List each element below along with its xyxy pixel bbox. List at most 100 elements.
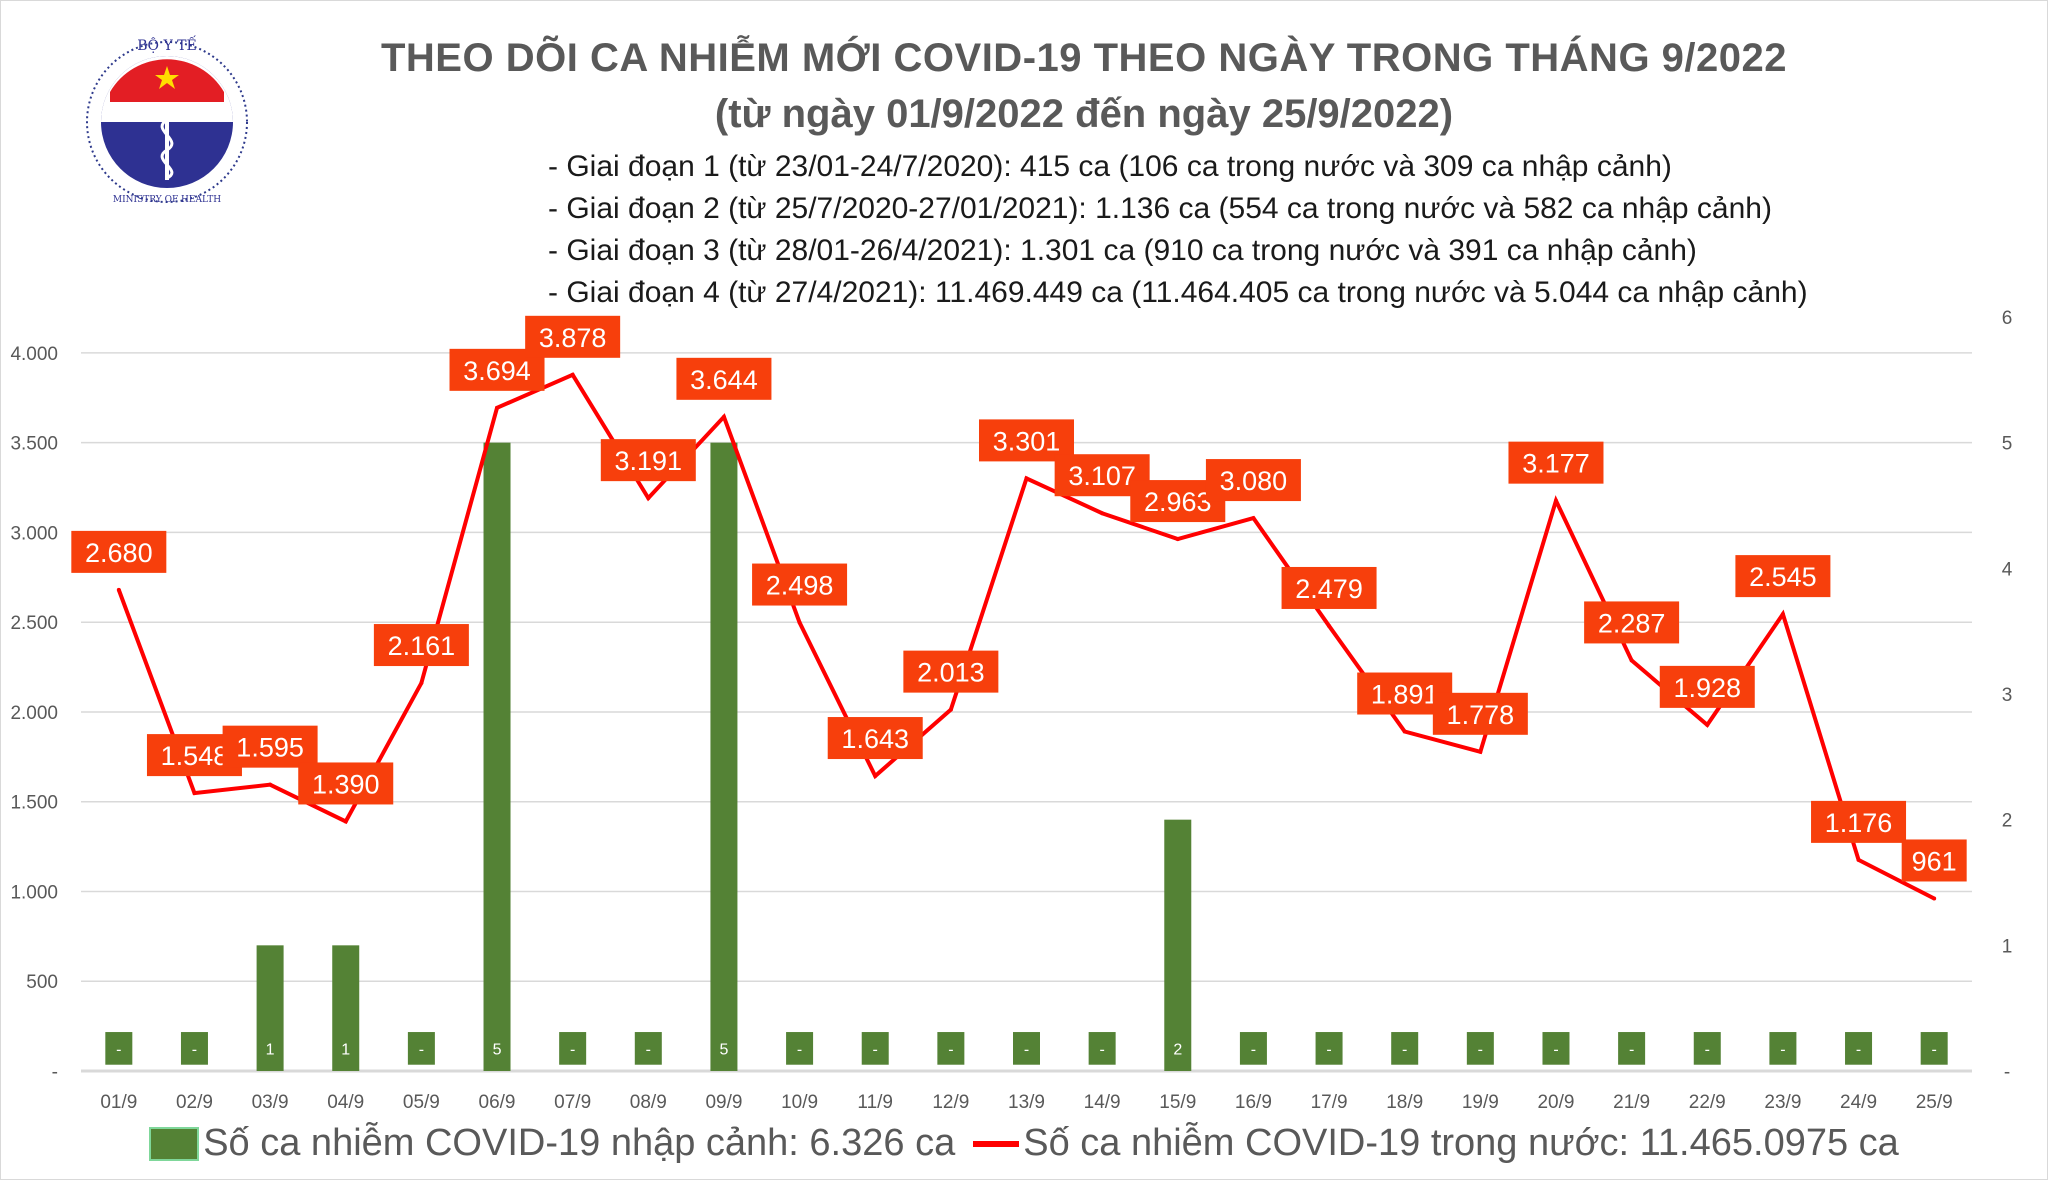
bar (634, 1032, 662, 1065)
phase-1-text: - Giai đoạn 1 (từ 23/01-24/7/2020): 415 … (548, 150, 1672, 183)
line-data-label: 3.878 (539, 323, 607, 353)
line-point (1856, 857, 1861, 862)
bar (483, 442, 511, 1072)
line-data-label: 2.287 (1598, 608, 1666, 638)
x-tick-label: 05/9 (403, 1092, 440, 1113)
x-tick-label: 14/9 (1084, 1092, 1121, 1113)
x-tick-label: 15/9 (1159, 1092, 1196, 1113)
line-data-label-box (525, 315, 621, 358)
line-data-label: 1.928 (1673, 673, 1741, 703)
legend-label-domestic: Số ca nhiễm COVID-19 trong nước: 11.465.… (1023, 1122, 1899, 1164)
line-point (116, 587, 121, 592)
bar (1164, 819, 1192, 1071)
phase-2-text: - Giai đoạn 2 (từ 25/7/2020-27/01/2021):… (548, 192, 1772, 225)
x-tick-label: 11/9 (857, 1092, 893, 1113)
bar (332, 945, 360, 1071)
line-point (1327, 623, 1332, 628)
right-tick-label: 6 (2002, 308, 2013, 329)
x-tick-label: 17/9 (1311, 1092, 1348, 1113)
line-data-label-box (752, 563, 848, 606)
right-tick-label: 5 (2002, 434, 2013, 455)
line-data-label: 3.644 (690, 365, 758, 395)
x-tick-label: 07/9 (554, 1092, 591, 1113)
bar (1088, 1032, 1116, 1065)
line-data-label-box (222, 725, 318, 768)
bar-data-label: - (1629, 1041, 1634, 1058)
line-point (343, 819, 348, 824)
svg-text:MINISTRY OF HEALTH: MINISTRY OF HEALTH (113, 195, 221, 205)
bar-data-label: 1 (341, 1041, 350, 1058)
line-point (1175, 537, 1180, 542)
bar (180, 1032, 208, 1065)
left-tick-label: - (52, 1062, 58, 1083)
legend-line-swatch (973, 1140, 1020, 1147)
x-tick-label: 10/9 (781, 1092, 818, 1113)
x-tick-label: 18/9 (1386, 1092, 1423, 1113)
x-tick-label: 12/9 (932, 1092, 969, 1113)
line-point (419, 681, 424, 686)
phase-3-text: - Giai đoạn 3 (từ 28/01-26/4/2021): 1.30… (548, 234, 1697, 267)
line-data-label: 1.643 (841, 724, 909, 754)
line-data-label: 2.479 (1295, 574, 1363, 604)
x-tick-label: 22/9 (1689, 1092, 1726, 1113)
bar (786, 1032, 814, 1065)
line-data-label-box (71, 530, 167, 573)
bar (1618, 1032, 1646, 1065)
phase-summary: - Giai đoạn 1 (từ 23/01-24/7/2020): 415 … (548, 146, 1808, 314)
bar-data-label: - (873, 1041, 878, 1058)
line-data-label-box (1659, 665, 1755, 708)
line-point (1251, 516, 1256, 521)
chart-title: THEO DÕI CA NHIỄM MỚI COVID-19 THEO NGÀY… (380, 36, 1788, 80)
bar (1769, 1032, 1797, 1065)
right-tick-label: 1 (2002, 936, 2013, 957)
line-point (1629, 658, 1634, 663)
line-data-label: 3.177 (1522, 449, 1590, 479)
bar-data-label: - (570, 1041, 575, 1058)
right-tick-label: 4 (2002, 559, 2013, 580)
line-data-label: 1.176 (1825, 808, 1893, 838)
line-point (570, 372, 575, 377)
bar (1391, 1032, 1419, 1065)
bar (861, 1032, 889, 1065)
line-data-label-box (1205, 459, 1301, 502)
svg-text:BỘ Y TẾ: BỘ Y TẾ (137, 34, 196, 54)
x-tick-label: 20/9 (1537, 1092, 1574, 1113)
line-point (192, 791, 197, 796)
legend-item-imported: Số ca nhiễm COVID-19 nhập cảnh: 6.326 ca (149, 1122, 955, 1165)
x-tick-label: 25/9 (1916, 1092, 1953, 1113)
left-tick-label: 2.000 (10, 703, 58, 724)
line-data-label: 1.778 (1447, 700, 1515, 730)
left-tick-label: 1.000 (10, 882, 58, 903)
bar-data-label: - (1099, 1041, 1104, 1058)
bar-data-label: 2 (1173, 1041, 1182, 1058)
x-tick-label: 13/9 (1008, 1092, 1045, 1113)
bar-data-label: - (419, 1041, 424, 1058)
legend-item-domestic: Số ca nhiễm COVID-19 trong nước: 11.465.… (973, 1122, 1899, 1165)
bar (105, 1032, 133, 1065)
right-tick-label: - (2004, 1062, 2010, 1083)
legend-bar-swatch (149, 1126, 200, 1161)
right-tick-label: 2 (2002, 811, 2013, 832)
x-tick-label: 09/9 (705, 1092, 742, 1113)
bar-data-label: - (192, 1041, 197, 1058)
line-data-label: 2.963 (1144, 487, 1212, 517)
line-point (1932, 896, 1937, 901)
line-point (1780, 612, 1785, 617)
right-tick-label: 3 (2002, 685, 2013, 706)
line-point (873, 774, 878, 779)
line-data-label-box (1584, 601, 1680, 644)
bar (710, 442, 738, 1072)
x-tick-label: 16/9 (1235, 1092, 1272, 1113)
line-data-label: 3.080 (1220, 466, 1288, 496)
x-tick-label: 19/9 (1462, 1092, 1499, 1113)
bar (256, 945, 284, 1071)
line-data-label-box (1735, 555, 1831, 598)
bar-data-label: - (1024, 1041, 1029, 1058)
line-data-label-box (676, 357, 772, 400)
line-data-label-box (1901, 839, 1967, 882)
bar-data-label: - (1856, 1041, 1861, 1058)
line-data-label-box (373, 624, 469, 667)
bar (1845, 1032, 1873, 1065)
line-data-label-box (903, 650, 999, 693)
bar (1542, 1032, 1570, 1065)
